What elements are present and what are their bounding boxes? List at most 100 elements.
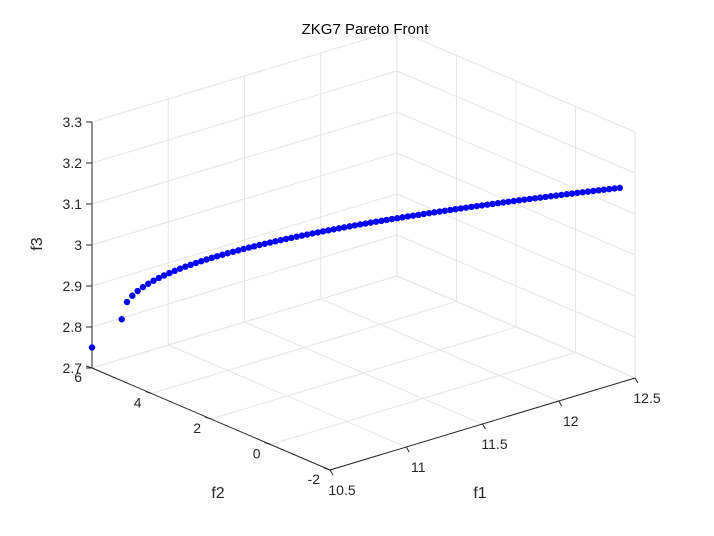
data-point (266, 239, 274, 246)
data-point (171, 267, 178, 275)
y-tick-mark (204, 416, 212, 420)
z-tick-label: 3 (74, 237, 82, 253)
tick-labels: 10.5 11 11.5 12 12.5 -2 0 2 4 62.7 2.8 2.9 3 3.1 3.2 3.… (63, 114, 661, 498)
data-point (203, 256, 210, 263)
z-axis-label: f3 (29, 237, 46, 250)
data-point (579, 189, 586, 196)
data-point (394, 214, 401, 222)
x-tick-mark (482, 423, 486, 430)
data-point (309, 230, 316, 237)
data-point (595, 187, 602, 194)
data-point (314, 229, 321, 236)
z-tick-label: 2.8 (63, 319, 83, 335)
data-point (219, 251, 226, 258)
grid-line-wall-xz (91, 152, 398, 246)
x-tick-mark (405, 446, 410, 453)
grid-line-wall-yz (396, 234, 636, 338)
grid-line-wall-yz (396, 70, 636, 174)
data-point (192, 259, 200, 267)
data-point (303, 231, 311, 238)
data-point (489, 200, 496, 208)
data-point (404, 213, 412, 220)
data-point (378, 217, 385, 225)
data-point (277, 236, 284, 244)
data-point (494, 200, 502, 207)
data-point (399, 214, 406, 221)
data-point (425, 209, 433, 217)
x-tick-label: 12 (563, 413, 579, 429)
data-point (182, 263, 189, 270)
y-tick-label: -2 (308, 471, 321, 487)
x-tick-label: 11.5 (481, 436, 507, 452)
data-point (351, 222, 359, 229)
y-tick-label: 6 (74, 369, 82, 385)
data-point (319, 228, 327, 235)
x-tick-mark (634, 377, 639, 384)
data-point (229, 248, 237, 255)
y-tick-mark (145, 391, 152, 394)
data-point (447, 206, 454, 214)
z-tick-label: 2.9 (63, 278, 83, 294)
data-point (198, 258, 205, 265)
data-point (272, 238, 279, 245)
data-point (346, 223, 353, 230)
x-tick-label: 11 (411, 459, 426, 475)
data-point (457, 205, 465, 212)
data-point (526, 195, 533, 203)
data-point (484, 201, 491, 208)
data-point (293, 233, 300, 240)
data-point (415, 211, 422, 219)
x-tick-mark (558, 400, 563, 407)
data-point (420, 210, 427, 218)
data-point (139, 283, 147, 291)
x-axis-label: f1 (473, 485, 486, 502)
data-point (129, 292, 136, 299)
chart-title: ZKG7 Pareto Front (302, 21, 430, 38)
grid-line-wall-xz (91, 29, 398, 123)
z-tick-label: 3.3 (63, 114, 83, 130)
y-tick-mark (323, 467, 331, 471)
grid-line-wall-xz (91, 111, 398, 205)
data-point (510, 197, 517, 205)
data-point (176, 265, 184, 272)
y-axis-label: f2 (211, 485, 224, 502)
data-point (388, 215, 396, 223)
data-point (372, 218, 380, 225)
grid-line-wall-yz (396, 111, 636, 215)
z-tick-label: 2.7 (63, 360, 83, 376)
data-point (235, 247, 242, 254)
grid-line-floor-y (210, 326, 517, 420)
grid-line-wall-yz (396, 152, 636, 256)
data-point (568, 190, 576, 197)
data-point (325, 227, 332, 234)
data-point (478, 202, 486, 209)
axis-layer (85, 121, 639, 476)
data-points (88, 184, 623, 351)
y-tick-mark (264, 442, 271, 445)
data-point (452, 205, 459, 213)
data-point (436, 208, 443, 215)
data-point (282, 235, 290, 243)
data-point (341, 224, 348, 231)
data-point (473, 202, 480, 210)
data-point (537, 194, 544, 201)
data-point (521, 196, 528, 203)
data-point (499, 199, 507, 206)
x-tick-mark (329, 469, 334, 476)
data-point (356, 221, 364, 228)
y-tick-label: 2 (193, 420, 201, 436)
data-point (558, 191, 565, 199)
z-tick-label: 3.1 (63, 196, 83, 212)
data-point (505, 198, 512, 205)
z-tick-label: 3.2 (63, 155, 83, 171)
x-tick-label: 12.5 (633, 390, 660, 406)
data-point (552, 192, 560, 199)
data-point (213, 253, 221, 260)
grid-line-wall-xz (91, 70, 398, 164)
data-point (166, 269, 173, 277)
data-point (160, 272, 168, 279)
x-tick-label: 10.5 (328, 482, 355, 498)
data-point (150, 277, 157, 284)
data-point (563, 191, 570, 198)
